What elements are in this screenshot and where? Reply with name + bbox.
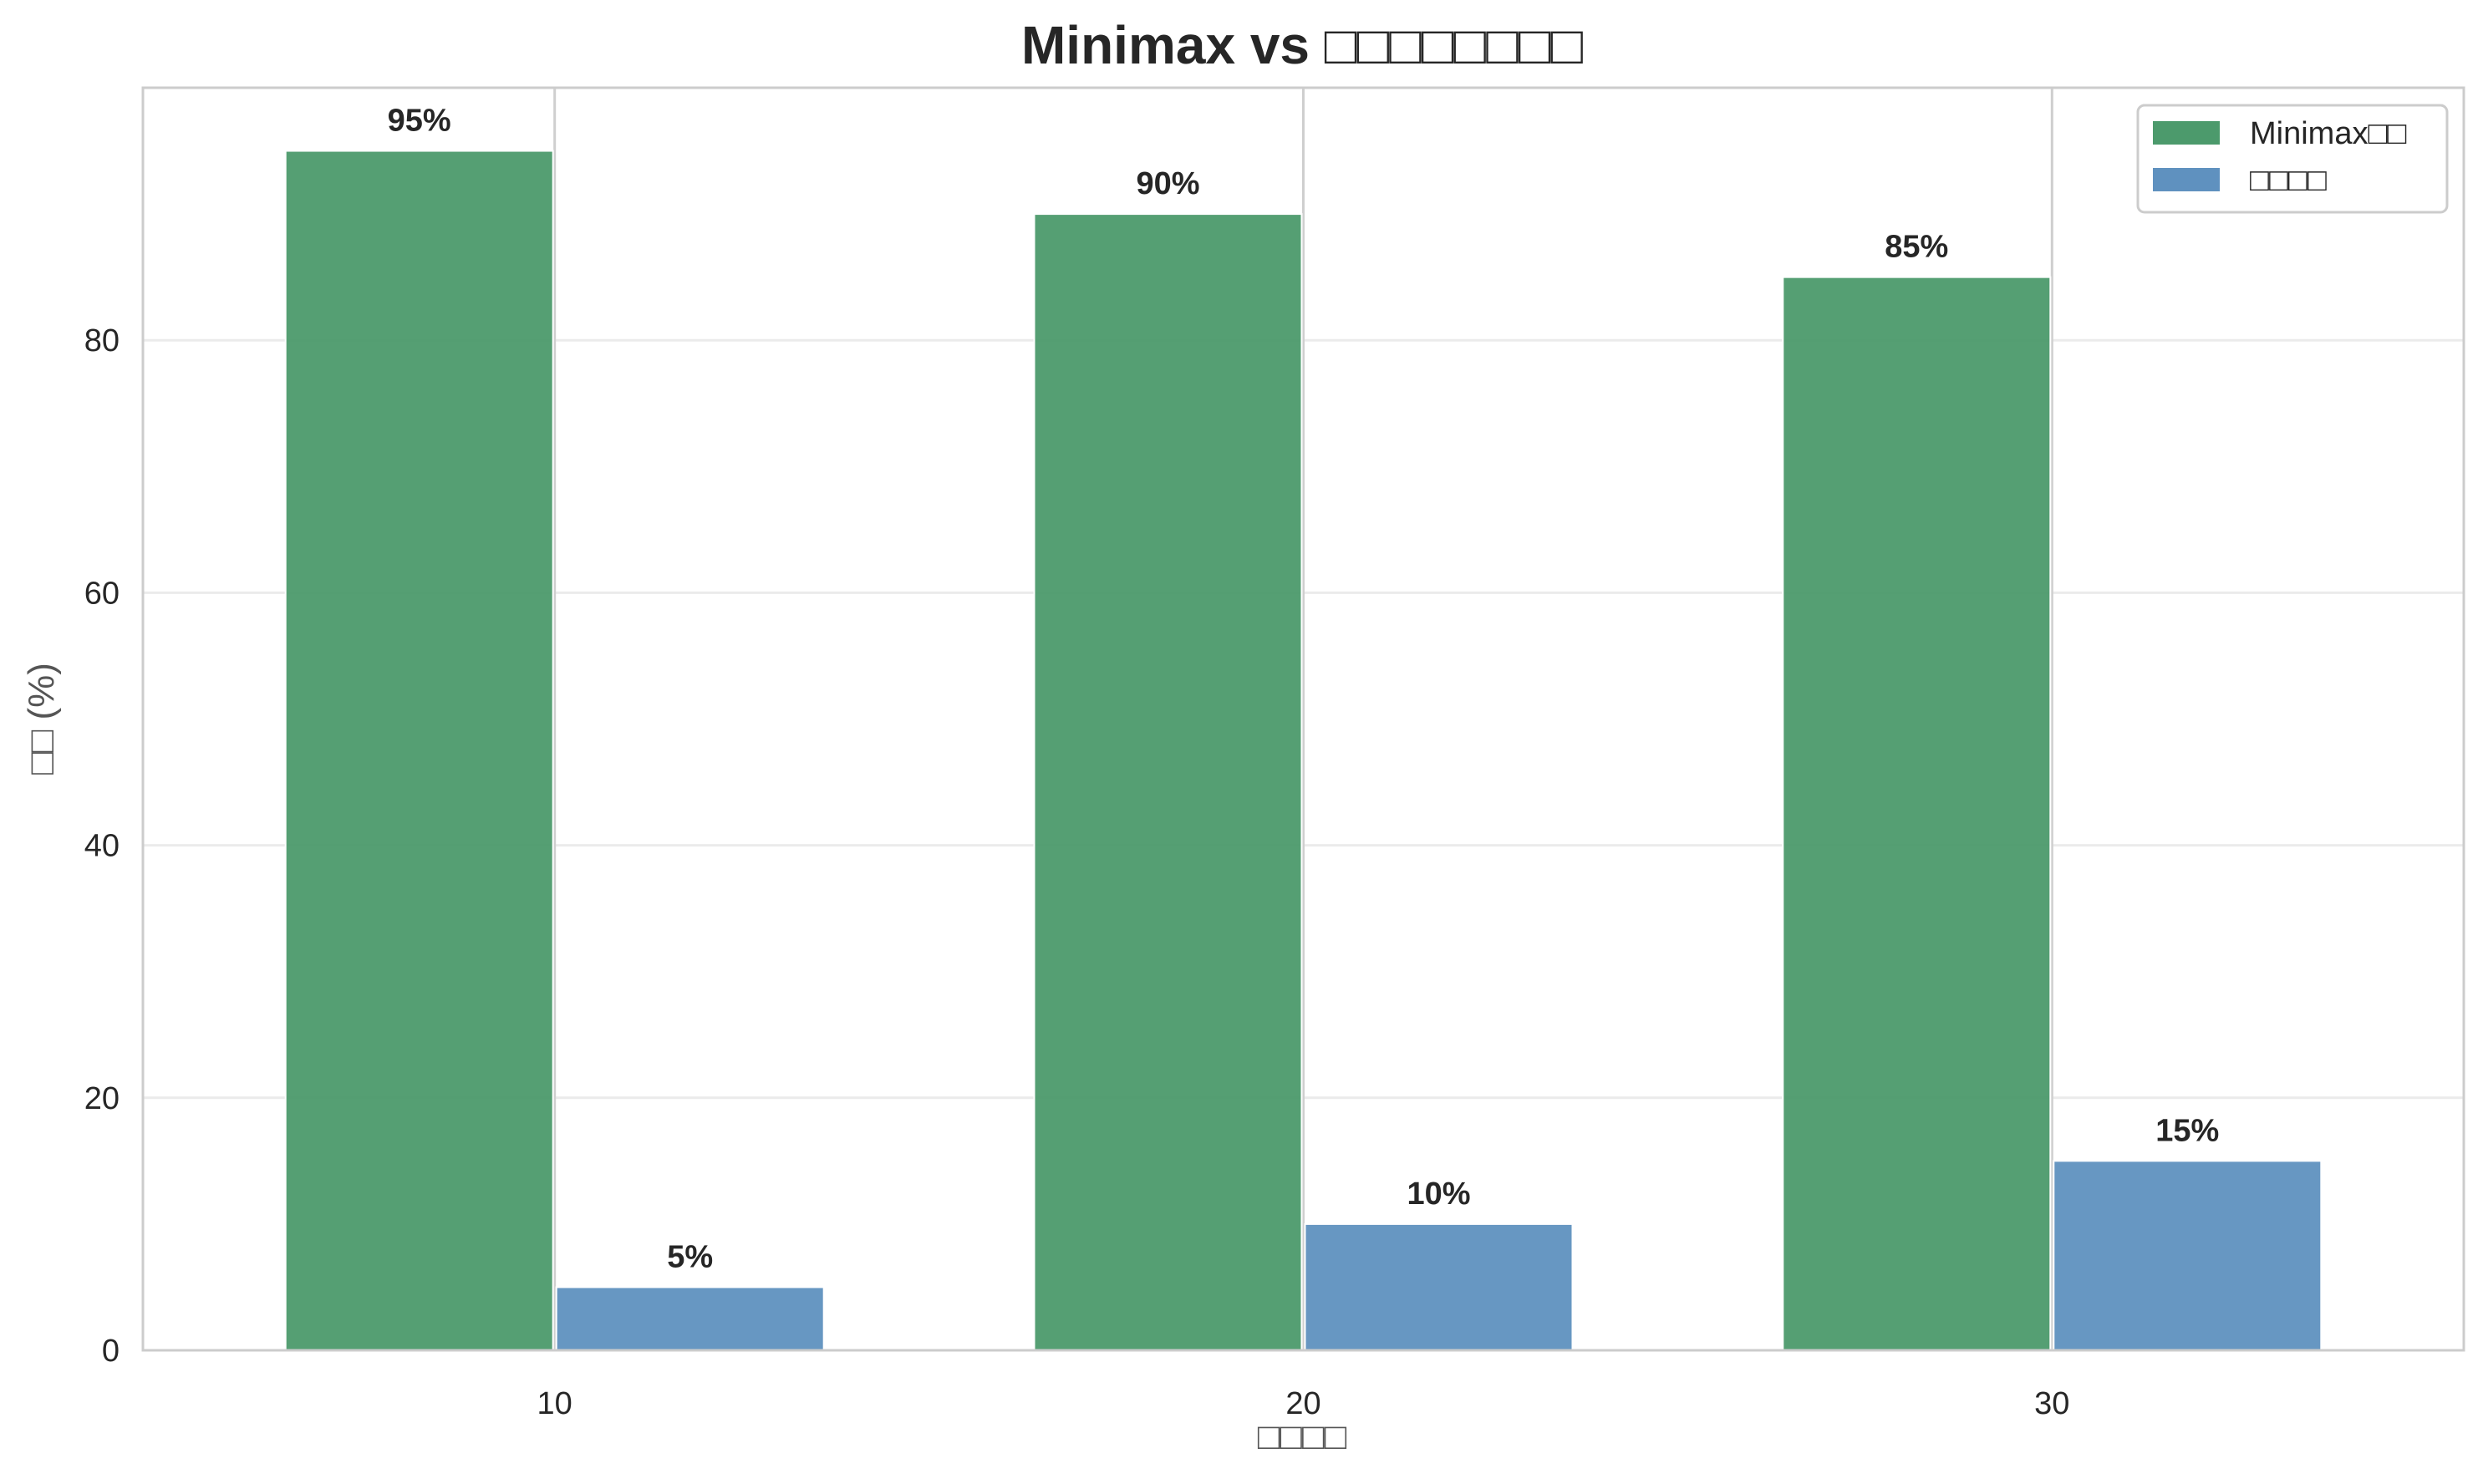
data-labels: 95% 90% 85% 5% 10% 15% (388, 104, 2220, 1275)
y-tick-label-0: 0 (102, 1334, 120, 1369)
legend: Minimax□□ □□□□ (2136, 104, 2449, 214)
chart-title: Minimax vs □□□□□□□□ (1021, 15, 1583, 75)
y-tick-label-40: 40 (84, 829, 120, 864)
bar-s1-10 (555, 1286, 825, 1351)
y-tick-label-60: 60 (84, 576, 120, 611)
x-axis-label: □□□□ (1258, 1416, 1347, 1457)
bar-s0-10 (284, 150, 554, 1351)
bars (284, 150, 2323, 1352)
legend-swatch-other (2153, 168, 2220, 191)
data-label-s1-10: 5% (667, 1239, 713, 1274)
y-axis-label: □□ (%) (21, 663, 62, 775)
data-label-s1-30: 15% (2155, 1113, 2219, 1148)
bar-s1-30 (2053, 1160, 2323, 1351)
legend-label-other: □□□□ (2250, 163, 2327, 198)
data-label-s1-20: 10% (1407, 1177, 1470, 1212)
y-axis-ticks: 0 20 40 60 80 (84, 323, 120, 1369)
x-tick-label-10: 10 (537, 1386, 572, 1421)
data-label-s0-20: 90% (1136, 166, 1199, 201)
legend-label-minimax: Minimax□□ (2250, 116, 2406, 151)
bar-s1-20 (1304, 1222, 1574, 1352)
data-label-s0-10: 95% (388, 104, 451, 139)
plot-frame (141, 86, 2465, 1352)
y-tick-label-80: 80 (84, 323, 120, 358)
y-tick-label-20: 20 (84, 1081, 120, 1116)
legend-swatch-minimax (2153, 121, 2220, 145)
x-tick-label-20: 20 (1285, 1386, 1320, 1421)
data-label-s0-30: 85% (1885, 230, 1948, 265)
bar-s0-30 (1782, 276, 2052, 1351)
x-tick-label-30: 30 (2034, 1386, 2069, 1421)
bar-s0-20 (1033, 213, 1303, 1352)
x-axis-ticks: 10 20 30 (537, 1386, 2070, 1421)
